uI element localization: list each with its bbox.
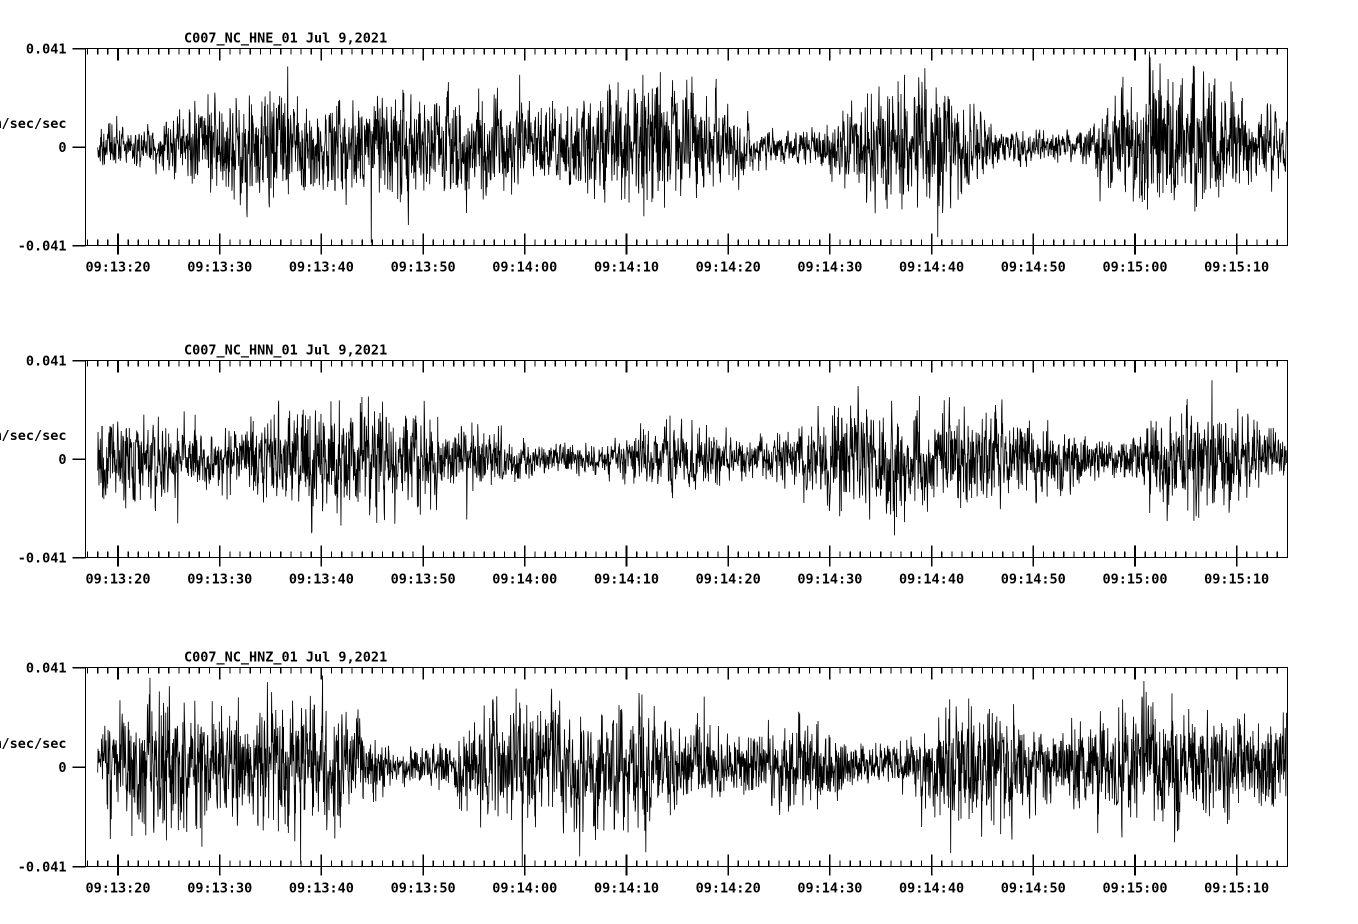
panel-hnn-xlabel-4: 09:14:00 <box>492 572 557 588</box>
panel-hnz-ylabel-1: 0 <box>58 760 66 776</box>
panel-hnz-xlabel-6: 09:14:20 <box>696 881 761 897</box>
panel-hne-ylabel-1: 0 <box>58 140 66 156</box>
panel-hne-xlabel-3: 09:13:50 <box>391 260 456 276</box>
panel-hne-xlabel-8: 09:14:40 <box>899 260 964 276</box>
panel-hnz-title: C007_NC_HNZ_01 Jul 9,2021 <box>184 650 387 666</box>
panel-hnz-xlabel-11: 09:15:10 <box>1204 881 1269 897</box>
panel-hne-ylabel-2: -0.041 <box>18 239 67 255</box>
panel-hnz-ylabel-0: 0.041 <box>26 661 67 677</box>
panel-hnz-xlabel-2: 09:13:40 <box>289 881 354 897</box>
panel-hnz-xlabel-5: 09:14:10 <box>594 881 659 897</box>
panel-hnz-xlabel-8: 09:14:40 <box>899 881 964 897</box>
panel-hnz-unit-label: cm/sec/sec <box>0 736 67 752</box>
panel-hne-xlabel-7: 09:14:30 <box>797 260 862 276</box>
panel-hnn-xlabel-0: 09:13:20 <box>86 572 151 588</box>
panel-hnz-xlabel-10: 09:15:00 <box>1102 881 1167 897</box>
panel-hnn-xlabel-11: 09:15:10 <box>1204 572 1269 588</box>
panel-hnn-ylabel-0: 0.041 <box>26 354 67 370</box>
panel-hnz-waveform <box>97 675 1287 867</box>
panel-hne-xlabel-9: 09:14:50 <box>1001 260 1066 276</box>
panel-hnz-ylabel-2: -0.041 <box>18 860 67 876</box>
panel-hnz-xlabel-4: 09:14:00 <box>492 881 557 897</box>
panel-hnn-xlabel-7: 09:14:30 <box>797 572 862 588</box>
panel-hnz-xlabel-0: 09:13:20 <box>86 881 151 897</box>
panel-hne-xlabel-6: 09:14:20 <box>696 260 761 276</box>
panel-hne-xlabel-0: 09:13:20 <box>86 260 151 276</box>
panel-hnn-xlabel-3: 09:13:50 <box>391 572 456 588</box>
panel-hnn-title: C007_NC_HNN_01 Jul 9,2021 <box>184 343 387 359</box>
panel-hne-unit-label: cm/sec/sec <box>0 116 67 132</box>
panel-hnn-xlabel-1: 09:13:30 <box>187 572 252 588</box>
panel-hnn-xlabel-2: 09:13:40 <box>289 572 354 588</box>
panel-hnz-xlabel-9: 09:14:50 <box>1001 881 1066 897</box>
panel-hnn-ylabel-2: -0.041 <box>18 551 67 567</box>
panel-hne-ylabel-0: 0.041 <box>26 42 67 58</box>
panel-hnn-waveform <box>97 380 1287 536</box>
panel-hnn-xlabel-9: 09:14:50 <box>1001 572 1066 588</box>
panel-hnn-xlabel-8: 09:14:40 <box>899 572 964 588</box>
panel-hne-xlabel-10: 09:15:00 <box>1102 260 1167 276</box>
panel-hnz-xlabel-7: 09:14:30 <box>797 881 862 897</box>
panel-hnn-xlabel-6: 09:14:20 <box>696 572 761 588</box>
panel-hne-waveform <box>97 51 1287 243</box>
panel-hnn-xlabel-5: 09:14:10 <box>594 572 659 588</box>
panel-hnz-xlabel-3: 09:13:50 <box>391 881 456 897</box>
panel-hne-xlabel-11: 09:15:10 <box>1204 260 1269 276</box>
panel-hnz-xlabel-1: 09:13:30 <box>187 881 252 897</box>
panel-hne-xlabel-5: 09:14:10 <box>594 260 659 276</box>
panel-hne-xlabel-4: 09:14:00 <box>492 260 557 276</box>
panel-hne-title: C007_NC_HNE_01 Jul 9,2021 <box>184 31 387 47</box>
panel-hne-xlabel-2: 09:13:40 <box>289 260 354 276</box>
panel-hne-xlabel-1: 09:13:30 <box>187 260 252 276</box>
panel-hnn-ylabel-1: 0 <box>58 452 66 468</box>
panel-hnn-unit-label: cm/sec/sec <box>0 428 67 444</box>
panel-hnn-xlabel-10: 09:15:00 <box>1102 572 1167 588</box>
